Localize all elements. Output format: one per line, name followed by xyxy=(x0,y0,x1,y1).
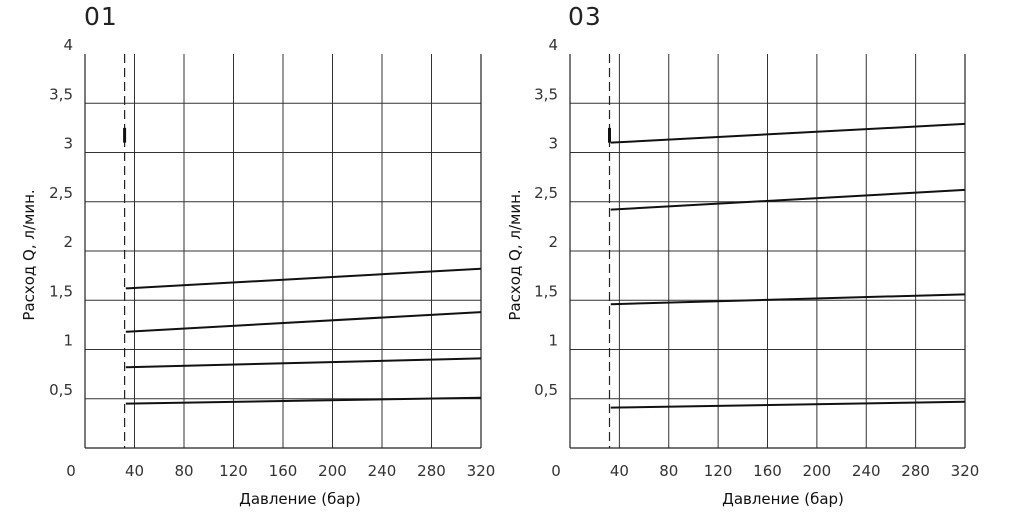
series-line-4 xyxy=(610,122,966,144)
x-axis-title: Давление (бар) xyxy=(722,490,844,508)
x-tick-label: 0 xyxy=(66,462,76,480)
y-tick-label: 2,5 xyxy=(534,184,558,202)
y-tick-label: 0,5 xyxy=(534,381,558,399)
y-tick-label: 1,5 xyxy=(49,282,73,300)
x-tick-label: 80 xyxy=(659,462,678,480)
x-tick-label: 120 xyxy=(704,462,733,480)
series-line-4 xyxy=(125,267,482,290)
y-tick-label: 4 xyxy=(548,36,558,54)
y-tick-label: 2,5 xyxy=(49,184,73,202)
series-line-1 xyxy=(610,400,966,409)
y-tick-label: 4 xyxy=(63,36,73,54)
chart-canvas: 0 40 80 120 160 200 240 280 320 0,5 1 1,5 2 2,5 3 3,5 4 Д… xyxy=(506,36,980,508)
x-tick-label: 0 xyxy=(551,462,561,480)
series-line-2 xyxy=(125,357,482,369)
x-tick-label: 160 xyxy=(269,462,298,480)
x-tick-label: 40 xyxy=(610,462,629,480)
x-tick-label: 160 xyxy=(753,462,782,480)
series-line-1 xyxy=(125,396,482,405)
y-tick-label: 1,5 xyxy=(534,282,558,300)
x-tick-label: 240 xyxy=(368,462,397,480)
x-tick-label: 320 xyxy=(467,462,496,480)
chart-canvas: 0 40 80 120 160 200 240 280 320 0,5 1 1,5 2 2,5 3 3,5 4 Д… xyxy=(20,36,496,508)
x-tick-label: 200 xyxy=(318,462,347,480)
y-axis-title: Расход Q, л/мин. xyxy=(20,189,38,320)
x-tick-label: 80 xyxy=(174,462,193,480)
y-tick-label: 1 xyxy=(63,332,73,350)
y-tick-label: 3,5 xyxy=(534,85,558,103)
x-tick-label: 40 xyxy=(125,462,144,480)
x-tick-label: 240 xyxy=(852,462,881,480)
x-tick-label: 320 xyxy=(951,462,980,480)
x-tick-label: 280 xyxy=(417,462,446,480)
y-tick-label: 3 xyxy=(63,135,73,153)
y-tick-label: 3,5 xyxy=(49,85,73,103)
y-tick-label: 0,5 xyxy=(49,381,73,399)
x-tick-label: 280 xyxy=(901,462,930,480)
series-line-3 xyxy=(610,188,966,211)
x-tick-label: 120 xyxy=(219,462,248,480)
y-axis-title: Расход Q, л/мин. xyxy=(506,189,524,320)
x-axis-title: Давление (бар) xyxy=(239,490,361,508)
y-tick-label: 2 xyxy=(548,233,558,251)
y-tick-label: 2 xyxy=(63,233,73,251)
y-tick-label: 1 xyxy=(548,332,558,350)
series-line-2 xyxy=(610,293,966,306)
x-tick-label: 200 xyxy=(803,462,832,480)
chart-panel-01: 01 0 40 80 120 160 200 240 280 320 0,5 1 1,5 2 2,5 3 3,… xyxy=(0,0,500,518)
chart-title: 03 xyxy=(568,2,602,31)
chart-panel-03: 03 0 40 80 120 160 200 240 280 320 0,5 1 1,5 2 2,5 3 3,… xyxy=(500,0,1024,518)
chart-title: 01 xyxy=(84,2,118,31)
y-tick-label: 3 xyxy=(548,135,558,153)
series-line-3 xyxy=(125,311,482,333)
